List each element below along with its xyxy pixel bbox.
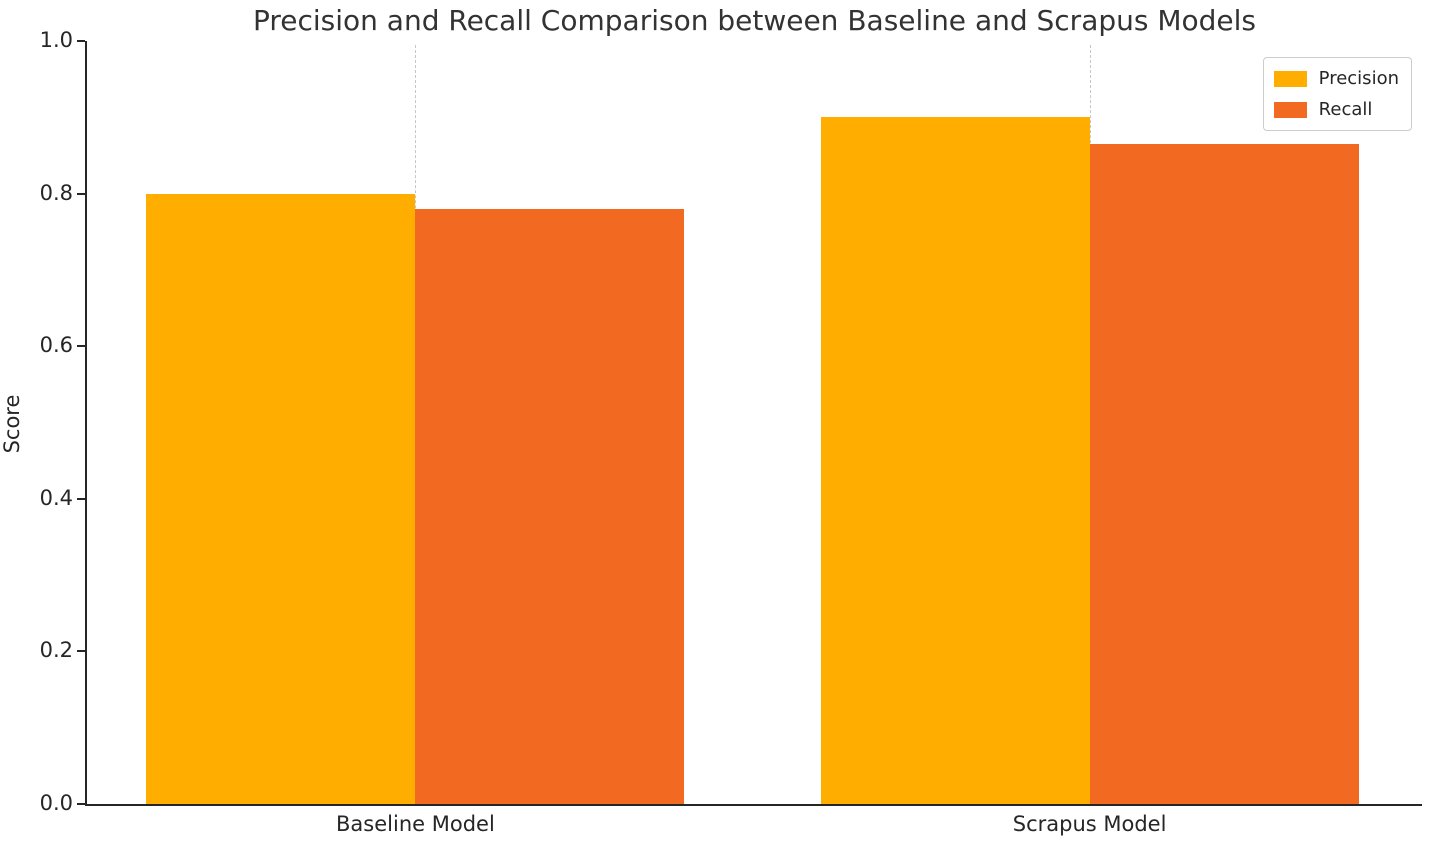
x-tick-label-baseline-model: Baseline Model — [336, 812, 495, 836]
y-tick-mark — [77, 803, 85, 805]
plot-area: 0.0 0.2 0.4 0.6 0.8 1.0 Baseline Model Scrapus… — [40, 30, 1422, 836]
bar-baseline-model-recall — [415, 208, 685, 804]
legend-label: Recall — [1318, 99, 1373, 120]
bar-scrapus-model-recall — [1089, 144, 1359, 804]
bar-baseline-model-precision — [146, 193, 416, 804]
y-tick-label: 0.2 — [39, 638, 73, 663]
y-axis-label: Score — [0, 394, 24, 454]
y-tick-mark — [77, 497, 85, 500]
y-tick-mark — [77, 650, 85, 653]
legend-swatch-icon — [1273, 101, 1307, 118]
legend-item-precision: Precision — [1273, 68, 1399, 89]
legend-label: Precision — [1318, 68, 1399, 89]
y-tick-label: 1.0 — [39, 28, 73, 52]
y-tick-mark — [77, 192, 85, 195]
legend-item-recall: Recall — [1273, 99, 1399, 120]
y-tick-label: 0.4 — [39, 485, 73, 510]
x-axis-spine — [85, 804, 1422, 806]
y-tick-label: 0.6 — [39, 333, 73, 358]
legend: Precision Recall — [1262, 57, 1412, 131]
legend-swatch-icon — [1273, 70, 1307, 87]
chart-title: Precision and Recall Comparison between … — [252, 4, 1257, 37]
y-tick-label: 0.8 — [39, 180, 73, 205]
y-tick-label: 0.0 — [39, 791, 73, 815]
x-tick-label-scrapus-model: Scrapus Model — [1012, 812, 1167, 836]
y-tick-mark — [77, 345, 85, 348]
bar-scrapus-model-precision — [820, 117, 1090, 804]
y-tick-mark — [77, 40, 85, 42]
y-axis-spine — [85, 41, 87, 806]
